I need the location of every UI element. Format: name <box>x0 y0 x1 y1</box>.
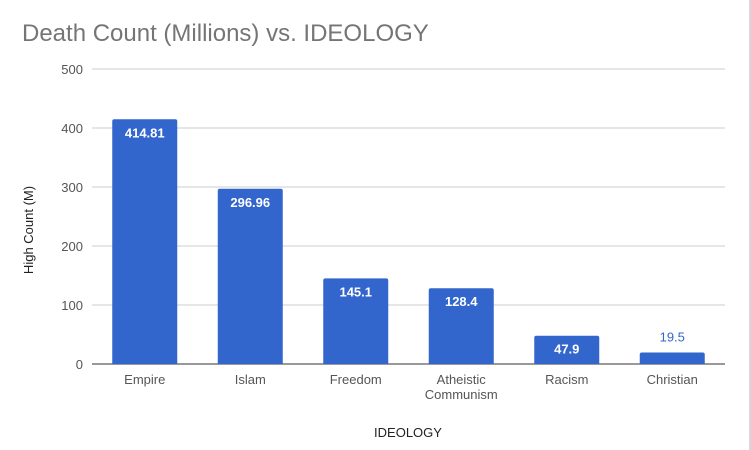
gridlines <box>92 68 725 365</box>
right-edge-border <box>749 0 751 450</box>
bar <box>323 278 389 364</box>
y-tick-label: 500 <box>61 62 83 77</box>
bar-data-label: 19.5 <box>660 329 685 344</box>
x-tick-label: Atheistic <box>437 372 487 387</box>
y-tick-label: 200 <box>61 239 83 254</box>
y-axis-ticks: 0 100 200 300 400 500 <box>61 62 83 372</box>
bar <box>534 335 600 364</box>
bar-data-label: 128.4 <box>445 294 478 309</box>
y-tick-label: 0 <box>76 357 83 372</box>
x-tick-label: Islam <box>235 372 266 387</box>
y-tick-label: 400 <box>61 121 83 136</box>
x-tick-label: Freedom <box>330 372 382 387</box>
x-axis-title: IDEOLOGY <box>374 425 442 440</box>
y-axis-title: High Count (M) <box>21 186 36 274</box>
y-tick-label: 300 <box>61 180 83 195</box>
x-tick-label: Communism <box>425 387 498 402</box>
x-tick-label: Empire <box>124 372 165 387</box>
x-tick-label: Racism <box>545 372 588 387</box>
bar-data-label: 414.81 <box>125 125 165 140</box>
bar-data-label: 145.1 <box>339 284 372 299</box>
x-tick-label: Christian <box>647 372 698 387</box>
chart-title: Death Count (Millions) vs. IDEOLOGY <box>22 20 429 47</box>
bar <box>639 352 705 364</box>
bar <box>112 119 178 364</box>
bar-data-label: 47.9 <box>554 342 579 357</box>
bar <box>428 288 494 364</box>
bar <box>217 188 283 364</box>
bars: 414.81 296.96 145.1 128.4 47.9 19.5 <box>112 119 705 364</box>
bar-data-label: 296.96 <box>230 195 270 210</box>
y-tick-label: 100 <box>61 298 83 313</box>
